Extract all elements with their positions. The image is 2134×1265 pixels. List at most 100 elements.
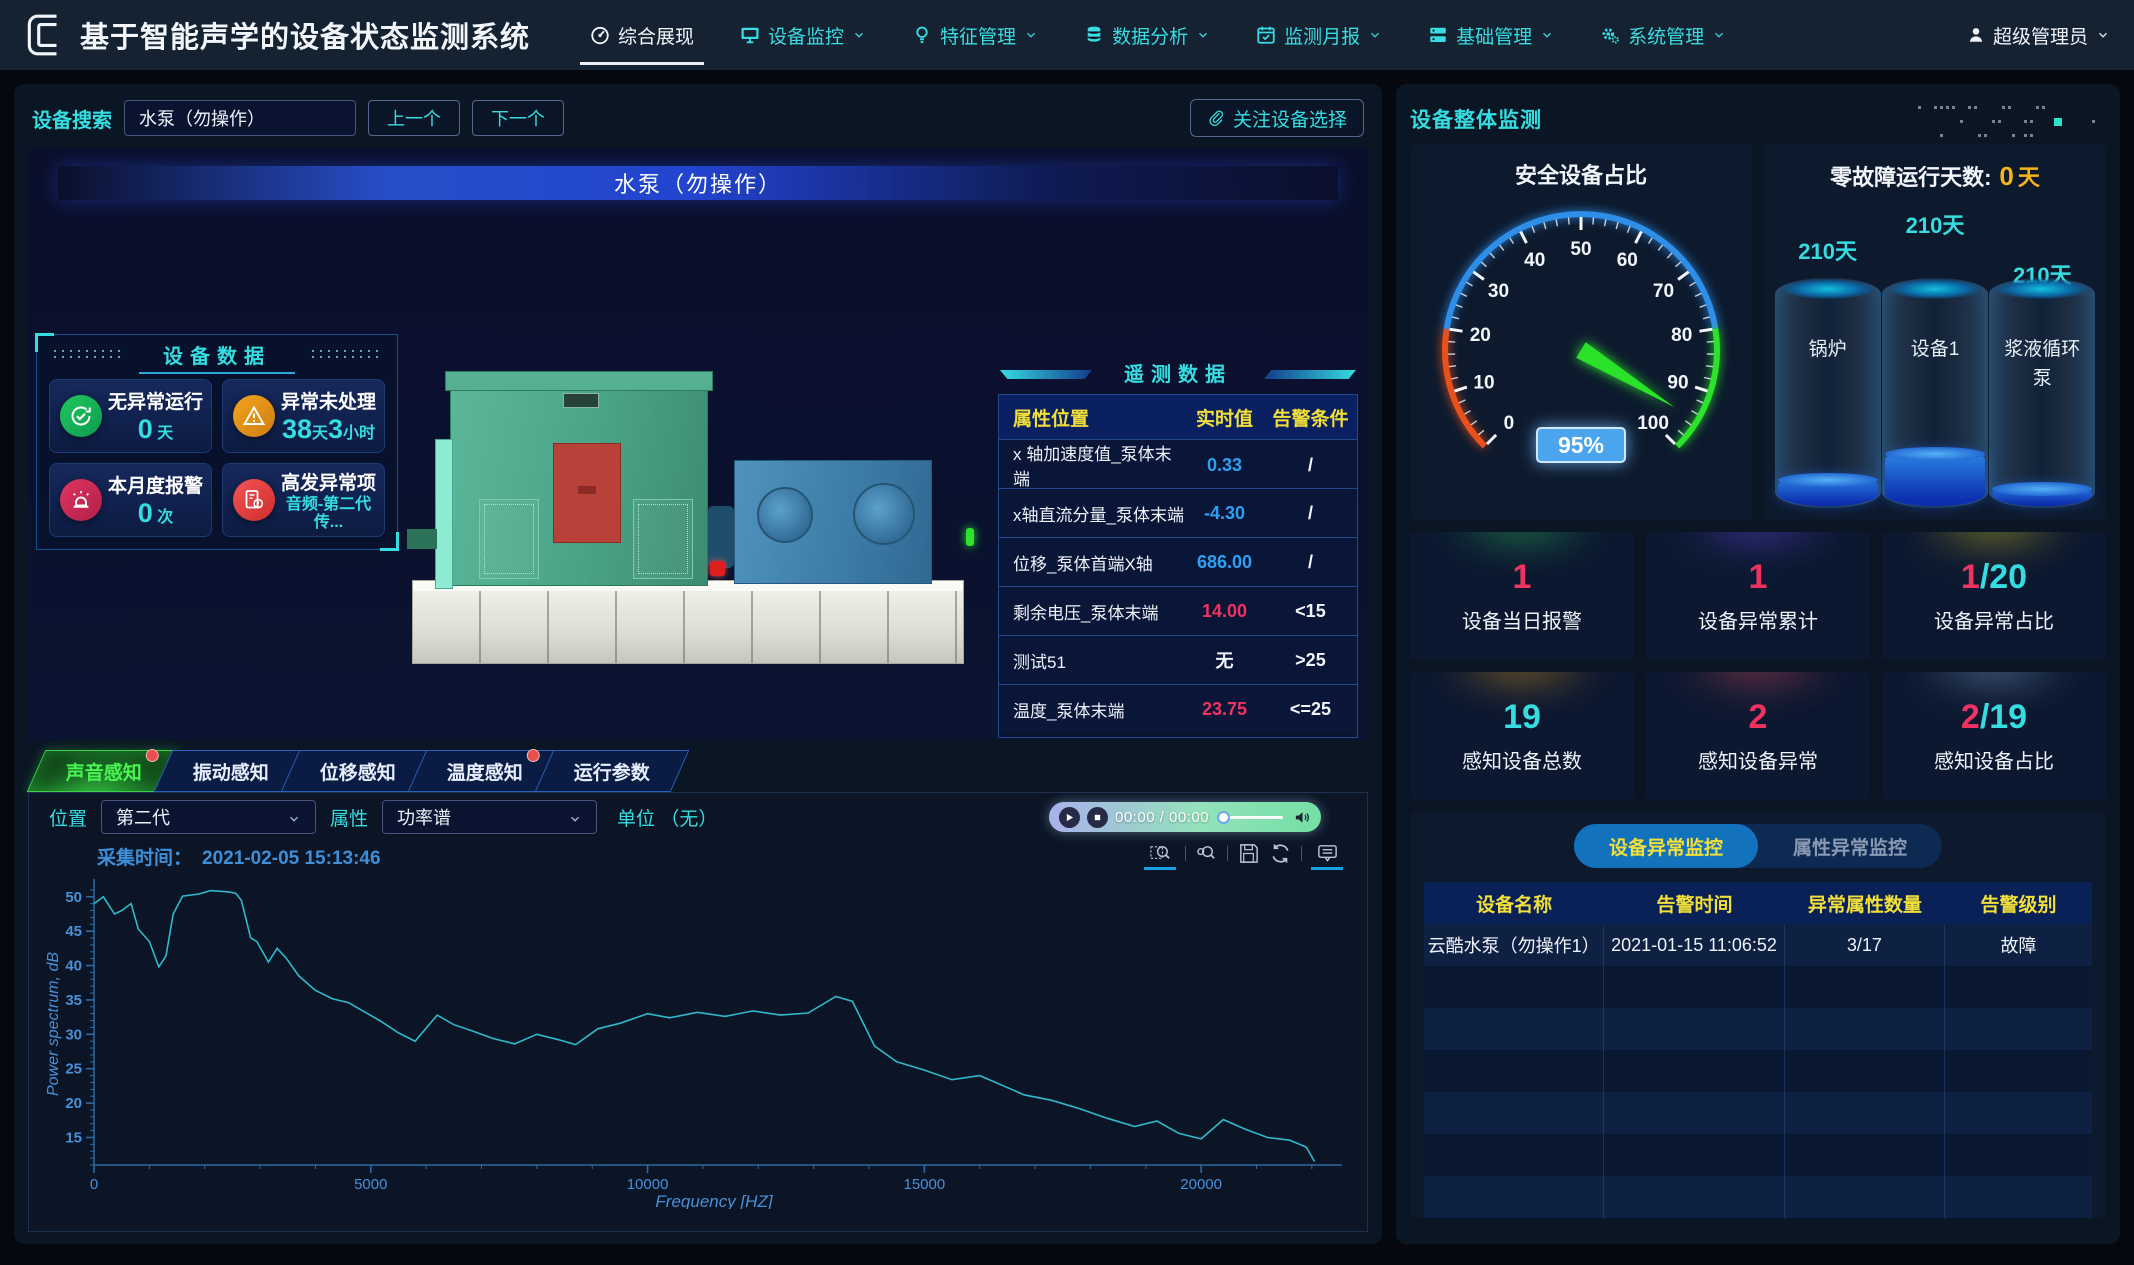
overview-header: 设备整体监测 <box>1410 98 2106 149</box>
cylinder-device-name: 设备1 <box>1910 339 1960 360</box>
alarm-row[interactable]: 云酷水泵（勿操作1） 2021-01-15 11:06:52 3/17 故障 <box>1424 924 2092 966</box>
device-stat-title: 异常未处理 <box>281 392 377 414</box>
user-menu[interactable]: 超级管理员 <box>1967 22 2110 49</box>
app-title: 基于智能声学的设备状态监测系统 <box>80 22 531 54</box>
sense-tab-label: 位移感知 <box>319 762 396 784</box>
spectrum-chart: 15 20 25 30 35 40 45 50 0 5000 10000 15000 20000 Powe… <box>45 879 1342 1209</box>
status-light <box>966 528 974 546</box>
dots-decoration <box>51 348 125 360</box>
chevron-down-icon <box>2096 28 2110 42</box>
nav-item-dashboard[interactable]: 综合展现 <box>580 0 705 70</box>
nav-item-monitor[interactable]: 设备监控 <box>740 0 866 70</box>
sense-tab-label: 运行参数 <box>573 762 650 784</box>
toolbar-zoom-select-icon[interactable] <box>1144 842 1176 870</box>
nav-item-gear[interactable]: 系统管理 <box>1600 0 1726 70</box>
svg-text:5000: 5000 <box>354 1176 387 1193</box>
prev-device-button[interactable]: 上一个 <box>368 100 460 136</box>
overview-stat-value: 1 <box>1512 558 1532 596</box>
telemetry-row: x轴直流分量_泵体末端 -4.30 / <box>999 488 1357 537</box>
alarm-tab-item[interactable]: 属性异常监控 <box>1792 837 1907 859</box>
nav-item-bulb[interactable]: 特征管理 <box>912 0 1038 70</box>
fault-free-days-value: 0 <box>1999 161 2014 191</box>
telemetry-row: 测试51 无 >25 <box>999 635 1357 684</box>
seek-slider[interactable] <box>1217 810 1283 824</box>
cylinder-liquid <box>1992 482 2093 506</box>
cylinder: 锅炉 <box>1774 278 1881 508</box>
motor-access-door <box>553 443 621 543</box>
fault-free-cylinder: 210天 设备1 <box>1881 200 1988 512</box>
alarm-cell <box>1945 1050 2092 1092</box>
chevron-down-icon <box>568 810 582 824</box>
monitor-icon <box>740 25 760 45</box>
sense-tab-label: 声音感知 <box>66 748 159 785</box>
attribute-select[interactable]: 功率谱 <box>382 800 598 834</box>
telemetry-attr: x 轴加速度值_泵体末端 <box>1013 445 1172 489</box>
chevron-down-icon <box>1368 28 1382 42</box>
overview-stat-card: 1 设备异常累计 <box>1646 532 1870 660</box>
nav-item-server[interactable]: 基础管理 <box>1428 0 1554 70</box>
main-menu: 综合展现 设备监控 特征管理 数据分析 监测月报 基础管理 系统管理 <box>580 0 1726 70</box>
user-icon <box>1967 26 1985 44</box>
stop-button[interactable] <box>1087 806 1108 828</box>
wing-decoration <box>1264 370 1356 379</box>
volume-icon[interactable] <box>1294 809 1311 826</box>
alarm-header-cell: 设备名称 <box>1476 894 1553 916</box>
device-stat-card: 异常未处理 38天3小时 <box>222 379 385 453</box>
fault-free-days-card: 零故障运行天数: 0 天 210天 锅炉 210天 设备1 210天 浆液循环泵 <box>1764 144 2106 520</box>
alarm-cell <box>1604 1008 1785 1050</box>
3d-viewport[interactable]: 水泵（勿操作） <box>28 148 1368 740</box>
alarm-tab-active[interactable]: 设备异常监控 <box>1574 824 1758 868</box>
alarm-cell <box>1604 1134 1785 1176</box>
toolbar-dataview-icon[interactable] <box>1311 842 1343 870</box>
alarm-cell <box>1604 966 1785 1008</box>
telemetry-table: 属性位置 实时值 告警条件 x 轴加速度值_泵体末端 0.33 / x轴直流分量_泵体末端 -… <box>998 394 1358 738</box>
alarm-row-empty <box>1424 1008 2092 1050</box>
alarm-row-empty <box>1424 1092 2092 1134</box>
svg-text:45: 45 <box>65 923 82 940</box>
cylinder: 浆液循环泵 <box>1989 278 2096 508</box>
telemetry-row: 剩余电压_泵体末端 14.00 <15 <box>999 586 1357 635</box>
follow-device-button[interactable]: 关注设备选择 <box>1189 99 1364 137</box>
play-button[interactable] <box>1059 806 1080 828</box>
svg-text:10: 10 <box>1473 373 1494 394</box>
alarm-row-empty <box>1424 1134 2092 1176</box>
svg-text:100: 100 <box>1637 413 1669 434</box>
alarm-header-cell: 告警时间 <box>1656 894 1733 916</box>
seek-handle[interactable] <box>1217 810 1231 824</box>
position-select[interactable]: 第二代 <box>101 800 317 834</box>
chevron-down-icon <box>1712 28 1726 42</box>
nav-item-label: 综合展现 <box>618 26 695 48</box>
device-data-cards: 无异常运行 0 天异常未处理 38天3小时 本月度报警 0 次高发异常项 音频-第二代传.… <box>49 379 385 537</box>
svg-text:15: 15 <box>65 1129 82 1146</box>
device-search-bar: 设备搜索 上一个 下一个 关注设备选择 <box>32 96 1364 140</box>
svg-text:50: 50 <box>65 889 82 906</box>
device-data-title: 设备数据 <box>139 335 295 374</box>
toolbar-zoom-reset-icon[interactable] <box>1195 842 1218 865</box>
overview-stat-value: 2 <box>1748 698 1768 736</box>
nav-item-database[interactable]: 数据分析 <box>1084 0 1210 70</box>
cylinder-top-glow <box>1996 279 2089 299</box>
sense-tab-item[interactable]: 运行参数 <box>534 750 690 792</box>
pump-3d-model[interactable] <box>398 364 978 664</box>
alarm-row-empty <box>1424 1176 2092 1218</box>
nav-item-calendar[interactable]: 监测月报 <box>1256 0 1382 70</box>
device-search-input[interactable] <box>124 100 356 136</box>
alarm-cell: 故障 <box>2000 936 2037 956</box>
alarm-cell <box>1424 1092 1605 1134</box>
warning-icon <box>233 395 275 437</box>
overview-stats-grid: 1 设备当日报警 1 设备异常累计 1/20 设备异常占比 19 感知设备总数 2 感知设备异常 2… <box>1410 532 2106 800</box>
toolbar-refresh-icon[interactable] <box>1269 842 1292 865</box>
svg-text:0: 0 <box>90 1176 98 1193</box>
machine-base-platform <box>412 580 964 664</box>
cylinder-glass <box>1989 278 2096 508</box>
toolbar-save-icon[interactable] <box>1237 842 1260 865</box>
motor-end-cap <box>435 439 453 589</box>
sense-tab-label: 温度感知 <box>447 748 540 785</box>
overview-stat-card: 19 感知设备总数 <box>1410 672 1634 800</box>
telemetry-attr: x轴直流分量_泵体末端 <box>1013 505 1184 525</box>
cylinder-top-glow <box>1781 279 1874 299</box>
svg-text:90: 90 <box>1667 373 1688 394</box>
device-stat-card: 无异常运行 0 天 <box>49 379 212 453</box>
next-device-button[interactable]: 下一个 <box>472 100 564 136</box>
